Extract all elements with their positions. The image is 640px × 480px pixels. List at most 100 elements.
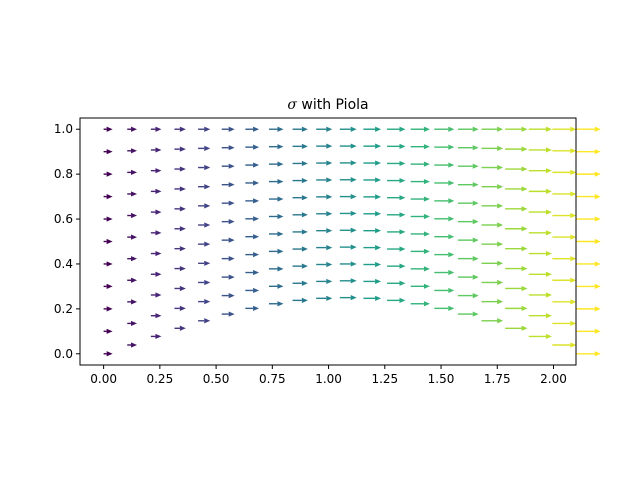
arrow-head [594,149,601,155]
quiver-arrow [410,213,430,220]
y-tick-label: 0.6 [54,212,73,226]
arrow-head [399,177,406,184]
quiver-arrow [363,261,382,268]
quiver-arrow [576,216,601,222]
arrow-head [228,126,235,132]
quiver-arrow [127,320,138,327]
quiver-arrow [198,260,211,266]
quiver-arrow [221,274,235,280]
arrow-head [131,256,138,262]
arrow-head [301,212,308,218]
arrow-head [423,301,430,307]
quiver-arrow [339,295,357,301]
quiver-arrow [434,180,455,186]
quiver-arrow [268,161,284,167]
quiver-arrow [221,292,235,299]
arrow-head [253,305,260,311]
arrow-head [594,328,601,334]
arrow-head [228,200,235,206]
arrow-head [545,209,552,215]
arrow-head [497,164,504,171]
quiver-arrow [127,148,138,154]
arrow-head [155,313,162,319]
quiver-arrow [127,234,138,240]
quiver-arrow [268,301,284,307]
quiver-arrow [103,328,113,334]
arrow-head [423,196,430,202]
plot-frame [79,117,577,366]
quiver-arrow [387,177,406,184]
quiver-arrow [127,299,138,305]
arrow-head [521,226,528,232]
x-tick-label: 0.25 [146,372,173,386]
quiver-arrow [245,216,260,222]
quiver-arrow [339,160,357,166]
arrow-head [570,299,577,305]
quiver-arrow [505,285,528,292]
quiver-arrow [268,213,284,220]
arrow-head [326,177,333,183]
arrow-head [326,143,333,149]
y-tick-label: 0.8 [54,167,73,181]
arrow-head [448,305,455,311]
quiver-arrow [481,299,504,305]
quiver-arrow [457,182,479,188]
arrow-head [545,313,552,319]
arrow-head [204,126,211,132]
quiver-arrow [339,126,357,132]
quiver-arrow [387,126,406,132]
quiver-arrow [316,228,333,234]
arrow-head [399,263,406,269]
quiver-arrow [174,206,186,212]
arrow-head [350,126,357,132]
quiver-arrow [576,261,601,267]
quiver-arrow [457,237,479,243]
quiver-arrow [150,188,162,194]
quiver-arrow [292,177,308,184]
arrow-head [472,256,479,262]
quiver-arrow [528,250,552,257]
quiver-arrow [576,126,601,132]
quiver-arrow [481,184,504,190]
arrow-head [179,126,186,132]
arrow-head [326,228,333,234]
quiver-arrow [363,160,382,166]
quiver-arrow [410,266,430,272]
quiver-arrow [198,203,211,209]
quiver-arrow [150,313,162,319]
quiver-arrow [410,248,430,254]
quiver-arrow [292,195,308,201]
arrow-head [497,260,504,266]
x-tick-label: 1.25 [371,372,398,386]
quiver-arrow [434,287,455,294]
quiver-arrow [292,280,308,286]
quiver-arrow [410,196,430,202]
quiver-arrow [245,234,260,240]
arrow-head [277,196,284,202]
x-tick-label: 1.00 [315,372,342,386]
arrow-head [423,248,430,254]
x-tick-label: 2.00 [540,372,567,386]
quiver-arrow [505,265,528,272]
quiver-arrow [174,146,186,152]
quiver-arrow [481,260,504,266]
arrow-head [375,244,382,251]
arrow-head [204,241,211,247]
x-tick-label: 0.50 [203,372,230,386]
arrow-head [521,246,528,252]
arrow-head [375,143,382,149]
quiver-arrow [505,246,528,252]
arrow-head [204,260,211,266]
arrow-head [350,295,357,301]
quiver-arrow [481,203,504,209]
arrow-head [204,164,211,171]
quiver-arrow [528,188,552,194]
arrow-head [375,160,382,166]
quiver-arrow [174,166,186,172]
quiver-arrow [552,169,577,175]
arrow-head [131,299,138,305]
quiver-arrow [245,162,260,168]
arrow-head [521,305,528,311]
quiver-arrow [339,261,357,267]
arrow-head [399,160,406,167]
